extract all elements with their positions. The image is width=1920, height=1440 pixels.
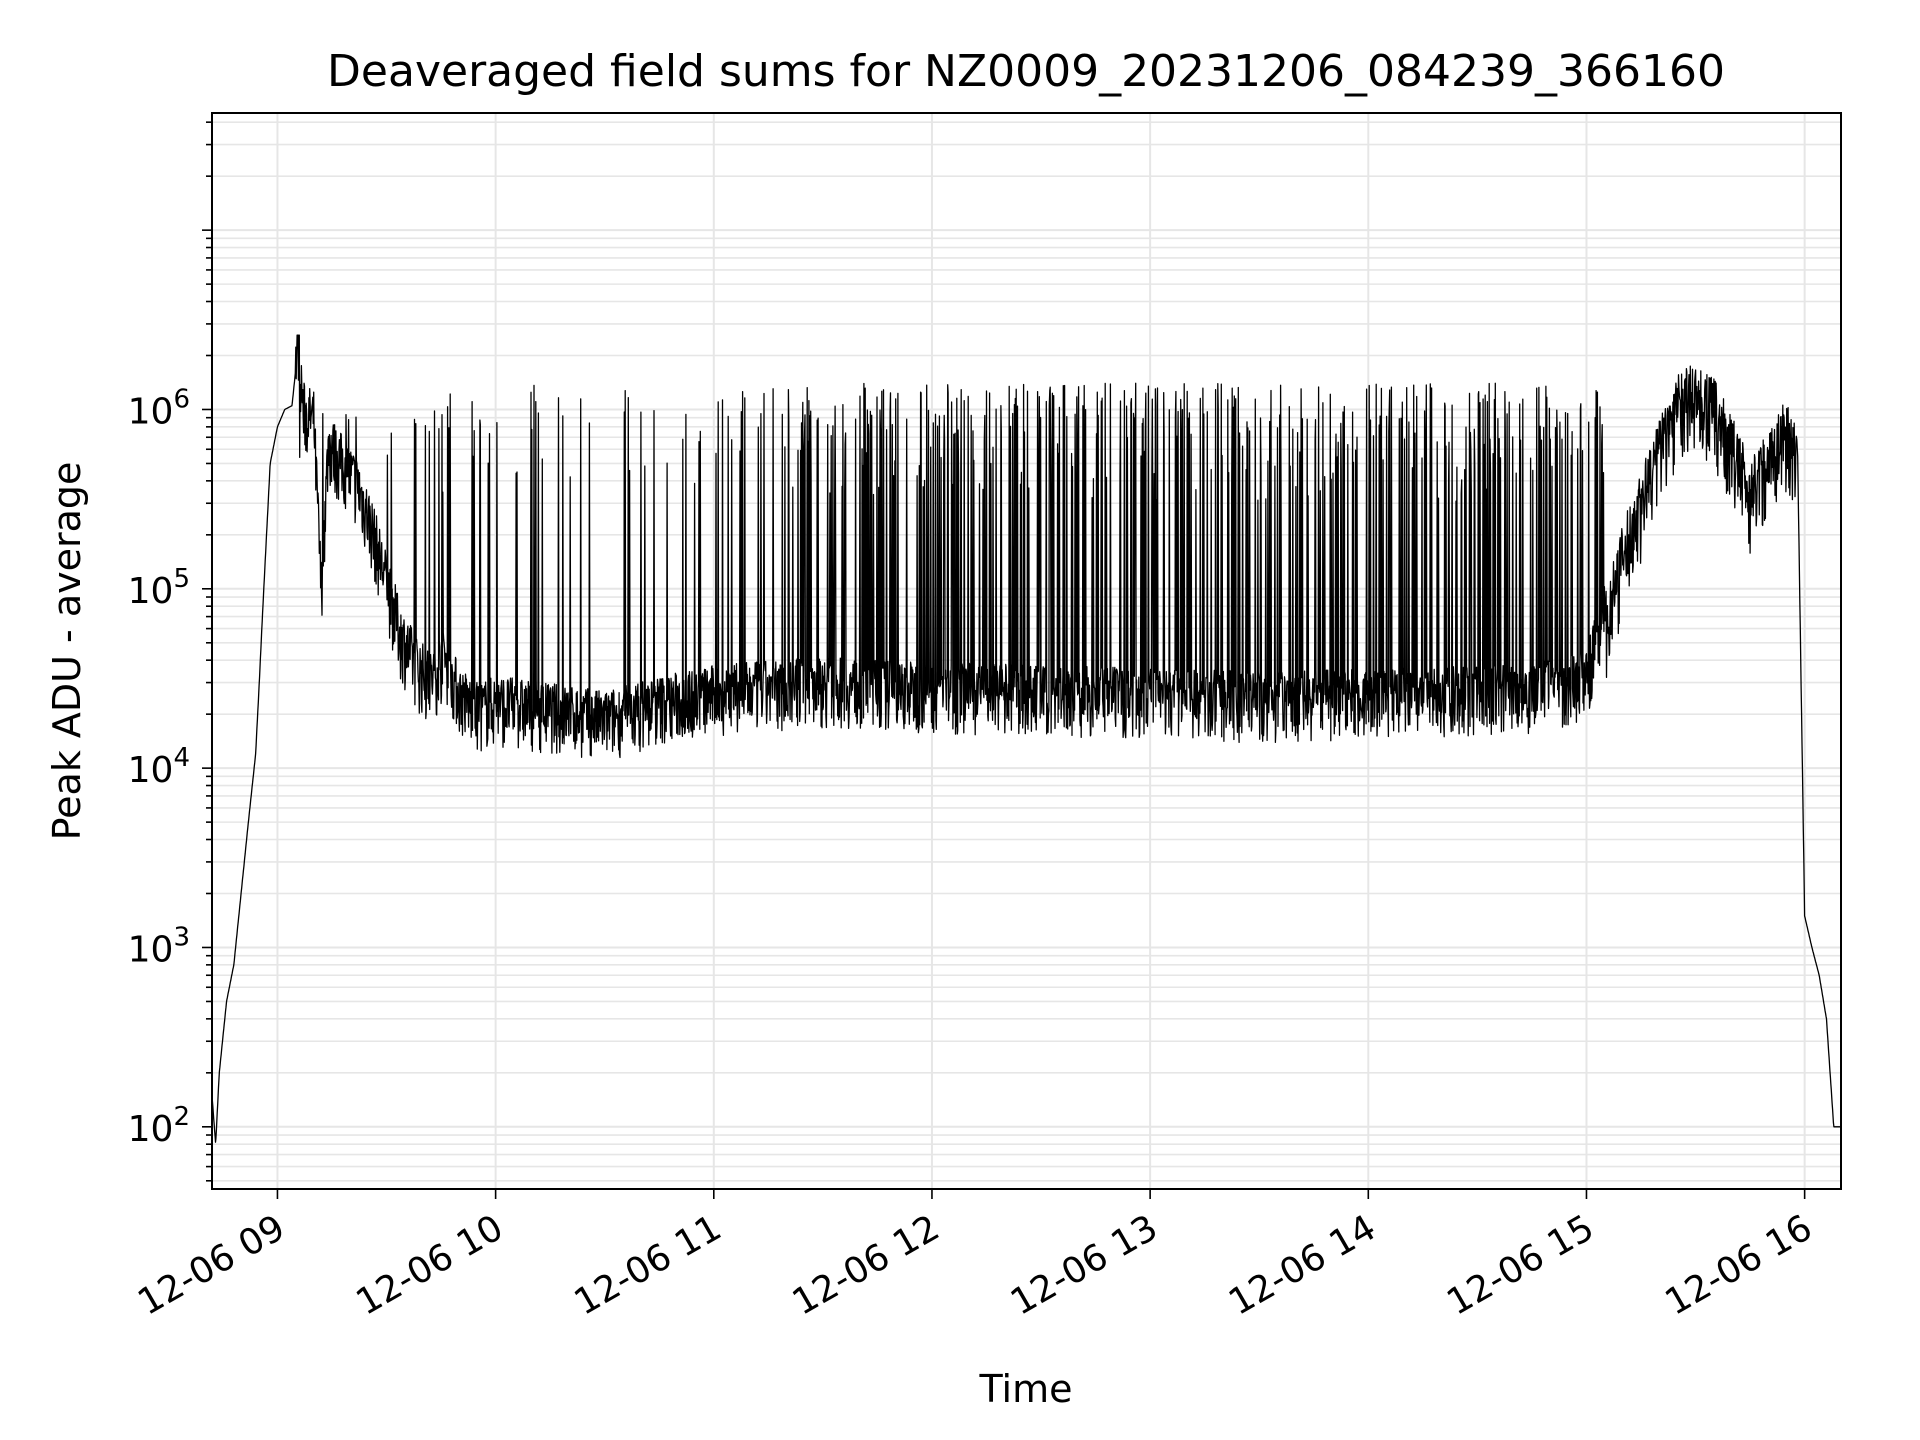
y-tick-label: 106: [128, 384, 190, 432]
x-tick-label: 12-06 16: [1658, 1207, 1819, 1323]
x-tick-label: 12-06 15: [1440, 1207, 1601, 1323]
y-tick-label: 105: [128, 564, 190, 612]
y-tick-label: 103: [128, 922, 190, 970]
series-line: [211, 334, 1842, 1143]
x-axis-label: Time: [979, 1367, 1073, 1411]
y-tick-label: 102: [128, 1102, 190, 1150]
series-layer: [211, 334, 1842, 1143]
y-axis-label: Peak ADU - average: [45, 462, 89, 841]
x-tick-label: 12-06 09: [131, 1207, 292, 1323]
y-tick-label: 104: [128, 743, 190, 791]
x-tick-label: 12-06 13: [1004, 1207, 1165, 1323]
chart-title: Deaveraged field sums for NZ0009_2023120…: [327, 46, 1725, 97]
plot-frame: [211, 112, 1842, 1190]
x-tick-label: 12-06 12: [786, 1207, 947, 1323]
grid: [212, 113, 1841, 1189]
x-tick-label: 12-06 14: [1222, 1207, 1383, 1323]
x-tick-label: 12-06 10: [349, 1207, 510, 1323]
x-tick-label: 12-06 11: [568, 1207, 729, 1323]
